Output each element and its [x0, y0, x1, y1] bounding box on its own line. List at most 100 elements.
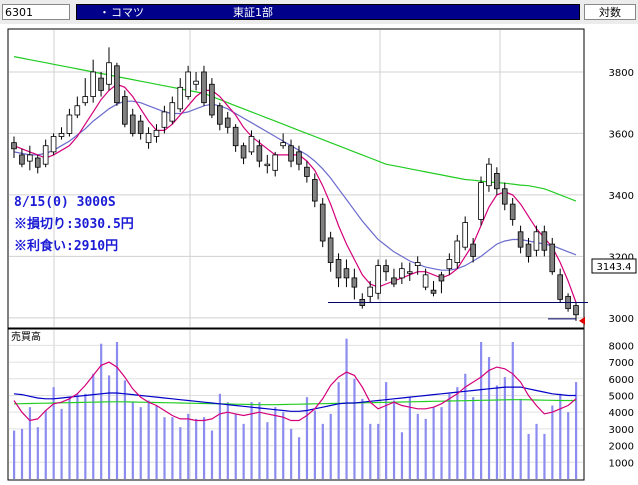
price-label-box: [591, 258, 637, 274]
candle-body-20: [169, 102, 176, 122]
candle-body-30: [248, 136, 255, 153]
candle-body-33: [272, 154, 279, 171]
candle-body-58: [470, 243, 476, 257]
volume-bar-68: [551, 405, 554, 479]
volume-bars: [13, 338, 578, 479]
candle-body-37: [304, 166, 310, 177]
log-scale-button[interactable]: 対数: [584, 4, 636, 20]
volume-bar-1: [20, 428, 24, 479]
stock-name-bar: ・ コマツ 東証1部: [76, 4, 580, 20]
volume-bar-25: [210, 430, 214, 479]
candle-body-59: [478, 182, 484, 220]
volume-bar-51: [416, 413, 419, 479]
volume-ma-short: [13, 361, 577, 422]
volume-bar-11: [100, 343, 103, 479]
volume-axis: 1000 2000 3000 4000 5000 6000 7000 8000: [609, 341, 634, 469]
volume-bar-0: [13, 430, 16, 479]
stock-code-field[interactable]: 6301: [2, 4, 70, 20]
price-tick-3800: 3800: [609, 68, 634, 79]
volume-bar-52: [424, 418, 427, 479]
candle-body-11: [98, 77, 104, 91]
memo-line-takeprofit: ※利食い:2910円: [14, 239, 119, 254]
volume-bar-64: [519, 398, 522, 479]
candle-body-65: [525, 243, 532, 257]
volume-bar-3: [36, 427, 39, 479]
volume-tick-4000: 4000: [609, 408, 634, 419]
candle-body-7: [66, 114, 73, 134]
candle-body-23: [193, 80, 199, 85]
candle-body-34: [280, 142, 286, 147]
candle-body-47: [383, 265, 389, 273]
volume-panel-frame: [7, 328, 585, 481]
volume-bar-12: [107, 375, 111, 479]
candle-body-52: [422, 274, 429, 288]
volume-bar-60: [487, 357, 491, 479]
candle-body-27: [224, 117, 231, 128]
volume-bar-38: [313, 410, 316, 479]
volume-bar-44: [361, 398, 364, 479]
volume-tick-3000: 3000: [609, 425, 634, 436]
volume-bar-70: [567, 412, 570, 479]
volume-bar-33: [274, 407, 277, 479]
volume-bar-39: [321, 423, 324, 479]
memo-line-stoploss: ※損切り:3030.5円: [14, 217, 134, 232]
price-tick-3600: 3600: [609, 129, 634, 140]
volume-bar-45: [369, 423, 372, 479]
candle-body-25: [209, 83, 215, 116]
candle-body-36: [296, 151, 302, 165]
candle-body-10: [90, 71, 96, 97]
price-tick-3200: 3200: [609, 252, 634, 263]
volume-bar-31: [258, 402, 261, 479]
volume-bar-28: [234, 413, 237, 479]
volume-bar-53: [432, 407, 435, 479]
candle-body-54: [438, 274, 445, 282]
candle-body-64: [517, 231, 524, 248]
candle-body-29: [240, 145, 247, 159]
candle-body-24: [201, 71, 207, 104]
volume-bar-6: [60, 408, 63, 479]
candle-body-12: [106, 62, 112, 85]
trade-memo: 8/15(0) 3000S ※損切り:3030.5円 ※利食い:2910円: [14, 192, 134, 258]
volume-ma-lines: [13, 361, 577, 422]
volume-bar-19: [163, 417, 166, 479]
volume-bar-9: [84, 393, 87, 479]
candle-body-1: [19, 154, 25, 165]
candle-body-45: [367, 286, 373, 297]
volume-bar-54: [440, 407, 443, 479]
volume-bar-7: [68, 397, 71, 479]
volume-tick-2000: 2000: [609, 442, 634, 453]
candle-body-63: [509, 203, 516, 220]
volume-bar-63: [511, 342, 514, 479]
volume-bar-48: [392, 400, 396, 479]
candle-body-32: [264, 163, 271, 167]
candle-body-18: [153, 129, 160, 137]
volume-bar-55: [448, 393, 451, 479]
volume-bar-30: [250, 402, 253, 479]
candle-body-19: [161, 111, 168, 128]
volume-bar-49: [400, 432, 404, 479]
volume-bar-20: [171, 417, 174, 479]
volume-bar-35: [290, 428, 293, 479]
candle-body-67: [541, 231, 548, 251]
candle-body-69: [557, 274, 563, 300]
candle-body-49: [399, 268, 405, 279]
volume-bar-47: [385, 382, 388, 479]
candle-body-50: [406, 271, 413, 274]
price-ma-mid: [13, 100, 577, 271]
price-axis: 3000 3200 3400 3600 3800: [609, 68, 634, 325]
volume-ma-mid: [13, 386, 576, 412]
candle-body-38: [311, 179, 318, 202]
price-ma-short: [13, 83, 577, 303]
volume-bar-21: [179, 427, 182, 479]
volume-bar-29: [242, 423, 245, 479]
candle-body-55: [446, 259, 453, 270]
volume-bar-36: [297, 437, 301, 479]
volume-bar-18: [155, 405, 158, 479]
candle-body-40: [327, 237, 334, 263]
candle-body-61: [494, 172, 500, 190]
volume-bar-13: [115, 342, 119, 479]
volume-bar-65: [527, 433, 530, 479]
volume-bar-26: [218, 393, 222, 479]
chart-area: 3000 3200 3400 3600 3800 1000 2000 3000 4000 500…: [0, 24, 638, 485]
volume-grid: [9, 344, 583, 463]
